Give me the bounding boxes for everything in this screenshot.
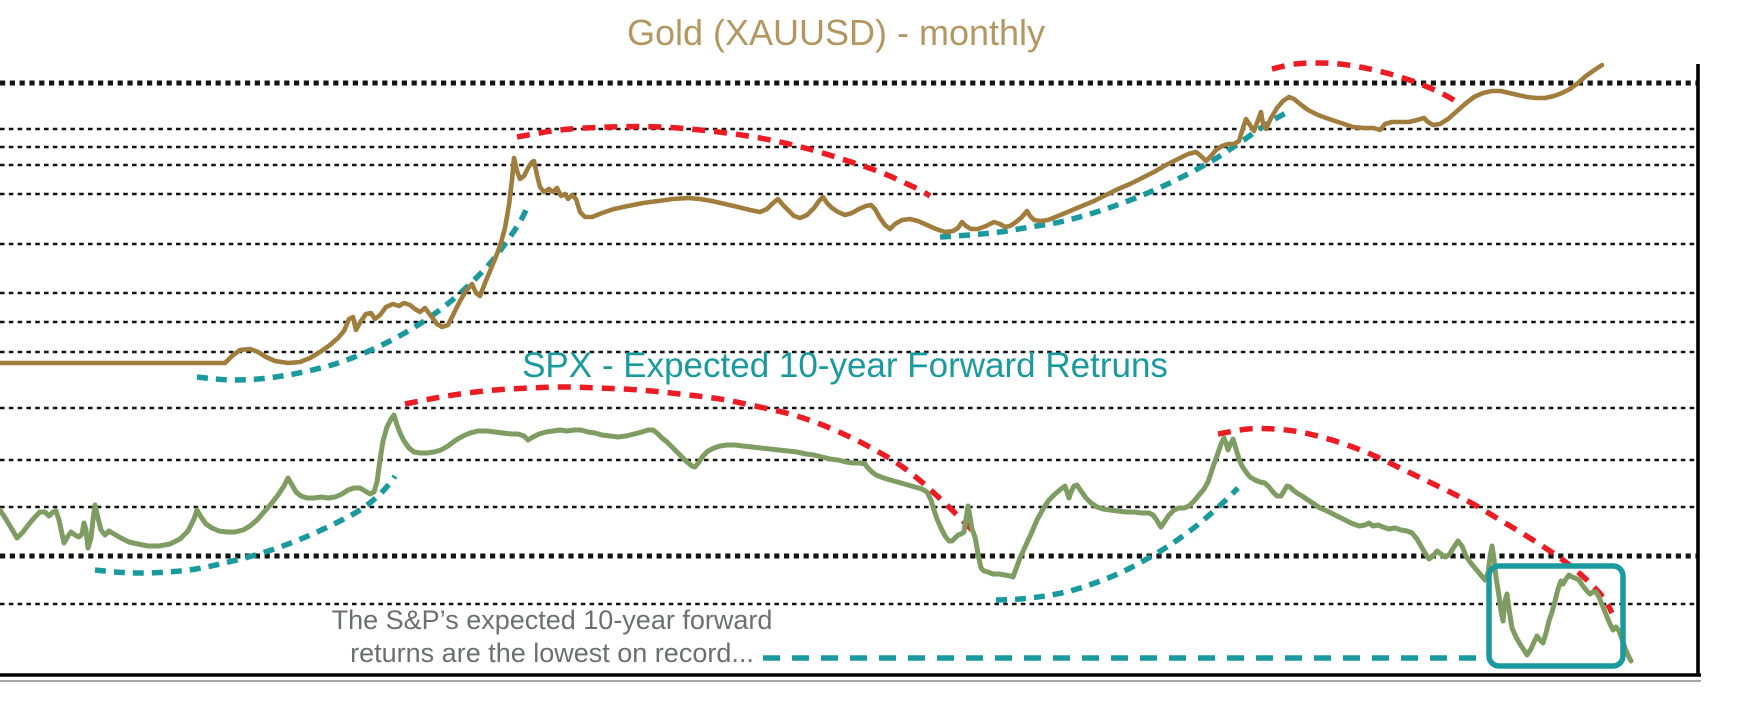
red-trend-arc-spx-peak-2 [1217, 425, 1615, 615]
teal-trend-arc-spx-base-2 [995, 486, 1240, 603]
teal-trend-arc-gold-base-1 [196, 208, 529, 383]
annotation-text: The S&P’s expected 10-year forward retur… [332, 604, 773, 670]
spx-chart-title: SPX - Expected 10-year Forward Retruns [522, 346, 1168, 385]
annotation-line-1: The S&P’s expected 10-year forward [331, 605, 773, 635]
gold-chart-title: Gold (XAUUSD) - monthly [626, 12, 1046, 53]
annotation-line-2: returns are the lowest on record... [350, 638, 754, 668]
red-trend-arc-gold-peak-1 [516, 123, 932, 199]
teal-trend-arc-gold-base-2 [939, 110, 1288, 240]
highlight-box [1486, 563, 1626, 669]
gold-price-line [0, 62, 1605, 366]
red-trend-arc-gold-peak-2 [1271, 60, 1460, 106]
red-trend-arc-spx-peak-1 [404, 384, 980, 538]
spx-forward-returns-line [0, 412, 1634, 664]
teal-trend-arc-spx-base-1 [94, 474, 398, 576]
